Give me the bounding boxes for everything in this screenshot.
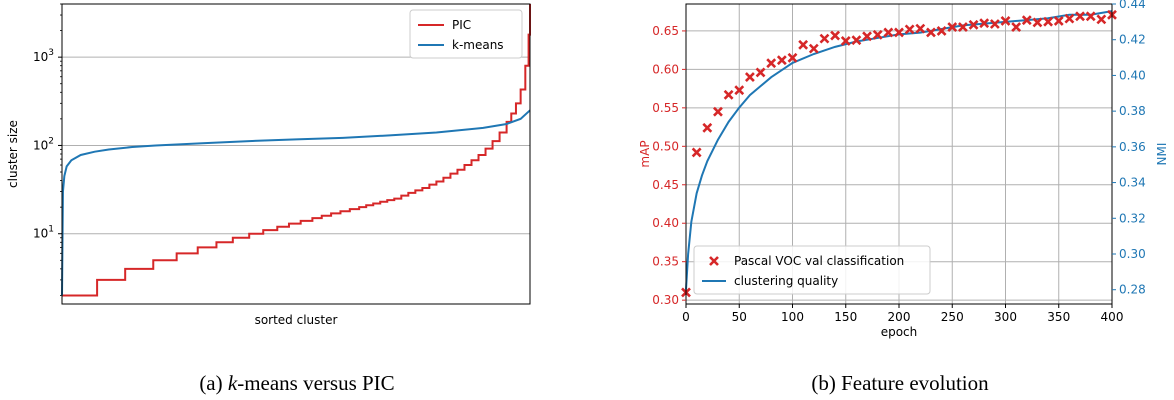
series-pascal-voc-point [1000,16,1011,26]
series-pascal-voc-point [883,27,894,38]
chart-b-y-tick-label: 0.45 [652,178,679,192]
chart-b-y-right-tick-label: 0.38 [1119,104,1146,118]
series-pascal-voc-point [734,85,745,96]
chart-b-y-right-tick-label: 0.42 [1119,33,1146,47]
chart-b-x-tick-label: 400 [1101,310,1124,324]
chart-feature-evolution: 0 50 100 150 200 250 300 350 400 0.30 0.35 0.40 0.4… [638,0,1169,339]
chart-b-y-right-tick-label: 0.44 [1119,0,1146,11]
chart-b-y-tick-label: 0.60 [652,62,679,76]
series-pascal-voc-point [936,26,947,36]
chart-b-y-ticks-left: 0.30 0.35 0.40 0.45 0.50 0.55 0.60 0.65 [652,24,686,307]
chart-b-y-tick-label: 0.30 [652,293,679,307]
chart-b-legend: Pascal VOC val classification clustering … [693,245,931,295]
series-pascal-voc-point [1096,14,1107,25]
series-pascal-voc-point [862,31,872,42]
series-pascal-voc-point [1064,13,1075,24]
caption-a-prefix: (a) [199,371,228,395]
series-pascal-voc-point [830,30,841,41]
chart-a-legend-label: k-means [452,38,504,52]
chart-b-legend-swatch-pascal [709,256,719,266]
chart-b-legend-label: Pascal VOC val classification [734,254,904,268]
series-pascal-voc-point [851,35,862,46]
series-pascal-voc-point [968,19,979,30]
series-pascal-voc-point [957,22,968,32]
chart-b-y-ticks-right: 0.28 0.30 0.32 0.34 0.36 0.38 0.40 0.42 0.44 [1112,0,1146,297]
chart-b-y-tick-label: 0.35 [652,255,679,269]
series-pascal-voc-point [691,147,702,158]
chart-b-y-right-tick-label: 0.36 [1119,140,1146,154]
series-pascal-voc-point [904,24,915,35]
chart-cluster-size: 101 102 103 sorted cluster cluster size PI… [6,3,531,327]
series-pascal-voc-point [755,67,766,78]
series-pascal-voc-point [894,27,904,38]
series-pascal-voc-point [1021,15,1032,26]
series-pascal-voc-point [1053,16,1064,26]
chart-b-y-right-tick-label: 0.28 [1119,283,1146,297]
chart-b-x-ticks: 0 50 100 150 200 250 300 350 400 [682,304,1123,324]
chart-b-x-tick-label: 350 [1047,310,1070,324]
caption-a-text: -means versus PIC [237,371,394,395]
series-pascal-voc-point [1075,11,1085,22]
series-pascal-voc-point [723,89,734,100]
chart-b-y-tick-label: 0.50 [652,139,679,153]
series-pascal-voc-point [872,29,883,40]
chart-a-y-tick-label: 102 [33,136,54,152]
caption-b: (b) Feature evolution [811,371,989,395]
series-pascal-voc-point [979,18,990,29]
chart-b-y-right-tick-label: 0.40 [1119,68,1146,82]
chart-b-x-tick-label: 200 [888,310,911,324]
chart-a-legend-label: PIC [452,18,471,32]
chart-a-x-axis-label: sorted cluster [255,313,338,327]
chart-a-gridlines [62,56,530,235]
chart-b-y-axis-label-left: mAP [638,140,652,167]
chart-b-x-tick-label: 150 [834,310,857,324]
series-pascal-voc-point [702,122,713,133]
caption-a-italic: k [228,371,238,395]
caption-a: (a) k-means versus PIC [199,371,394,395]
series-pascal-voc-point [798,39,809,50]
series-pascal-voc-point [1043,16,1054,27]
series-pic-line [62,4,531,297]
chart-b-legend-box [693,245,931,295]
chart-b-y-right-tick-label: 0.32 [1119,211,1146,225]
chart-b-legend-label: clustering quality [734,274,838,288]
chart-b-x-tick-label: 300 [994,310,1017,324]
series-pascal-voc-point [915,23,926,34]
chart-b-y-tick-label: 0.65 [652,24,679,38]
chart-a-frame [61,3,531,305]
series-kmeans-line [61,109,531,296]
chart-b-x-tick-label: 0 [682,310,690,324]
chart-a-y-tick-label: 103 [33,48,54,64]
chart-a-y-tick-label: 101 [33,225,54,241]
series-pascal-voc-point [776,55,787,66]
chart-b-y-right-tick-label: 0.34 [1119,176,1146,190]
chart-b-y-axis-label-right: NMI [1155,143,1169,166]
chart-b-x-tick-label: 100 [781,310,804,324]
chart-a-y-axis-label: cluster size [6,120,20,188]
series-pascal-voc-point [840,36,851,46]
chart-b-y-right-tick-label: 0.30 [1119,247,1146,261]
series-pascal-voc-point [1011,22,1022,32]
series-pascal-voc-point [1085,11,1096,22]
series-pascal-voc-point [1032,17,1043,28]
chart-b-x-tick-label: 250 [941,310,964,324]
series-pascal-voc-point [808,43,819,54]
chart-a-legend: PIC k-means [409,9,523,59]
series-pascal-voc-point [947,22,958,32]
chart-a-y-ticks: 101 102 103 [33,3,62,296]
series-pascal-voc-point [744,72,755,82]
chart-b-x-tick-label: 50 [732,310,747,324]
chart-a-series [61,4,531,297]
series-pascal-voc-point [989,19,1000,29]
chart-b-x-axis-label: epoch [881,325,918,339]
series-pascal-voc-point [787,52,798,63]
series-pascal-voc-point [926,27,936,38]
series-clustering-quality-line [685,10,1113,290]
chart-b-y-tick-label: 0.55 [652,101,679,115]
series-pascal-voc-point [713,106,723,117]
series-pascal-voc-point [819,33,830,44]
chart-b-y-tick-label: 0.40 [652,216,679,230]
series-pascal-voc-point [766,58,777,69]
